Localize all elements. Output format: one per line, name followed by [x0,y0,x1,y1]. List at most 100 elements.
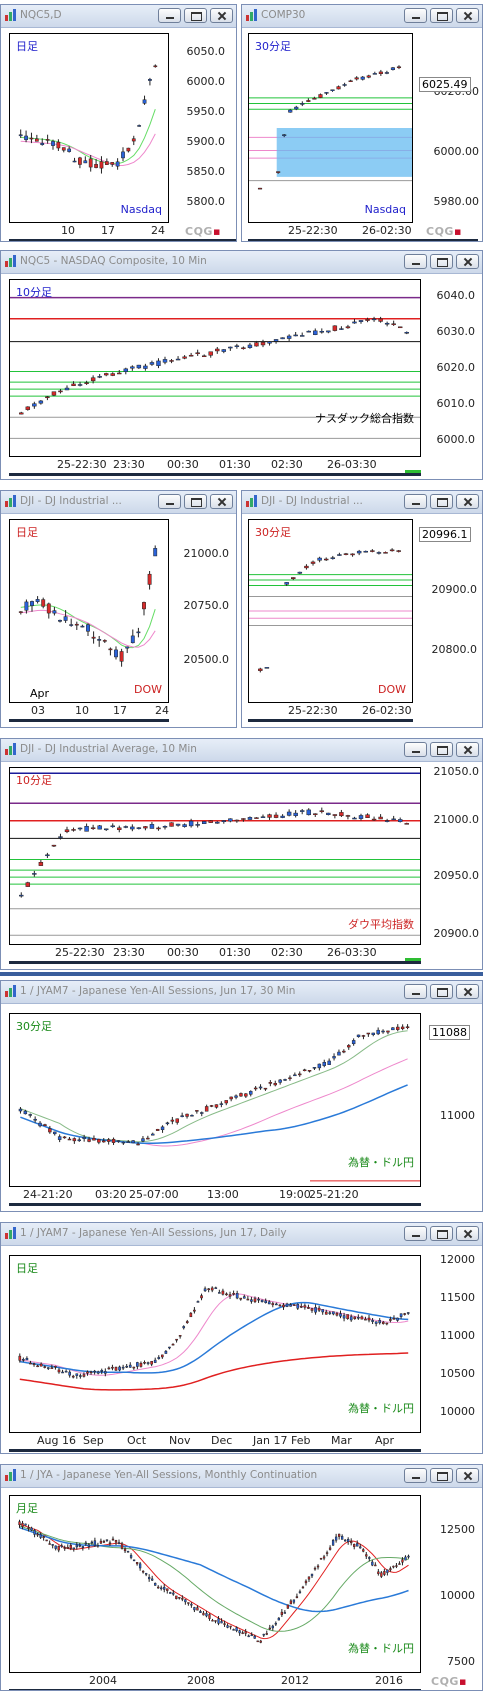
candle-body [407,1555,410,1558]
maximize-button[interactable] [184,494,207,509]
minimize-button[interactable] [404,8,427,23]
candle-body [349,1316,353,1321]
candle-body [378,318,383,322]
chart-plot[interactable]: 日足 Nasdaq [9,33,169,223]
window-jya-monthly[interactable]: 1 / JYA - Japanese Yen-All Sessions, Mon… [0,1464,483,1691]
candle-body [342,1050,346,1053]
candle-body [141,1138,145,1142]
candle-body [148,1577,151,1580]
candle-body [398,1563,401,1565]
window-dji-daily[interactable]: DJI - DJ Industrial ... 日足 DOW Apr 21000… [0,490,237,728]
chart-plot[interactable]: 10分足 ナスダック総合指数 [9,279,421,457]
title-bar[interactable]: DJI - DJ Industrial Average, 10 Min [1,739,482,762]
price-tick: 21000.0 [183,547,230,560]
moving-average-line [20,109,156,165]
price-tick: 20800.0 [431,643,478,656]
close-button[interactable] [456,742,479,757]
candle-body [58,619,62,622]
chart-plot[interactable]: 日足 DOW Apr [9,519,169,703]
candle-body [64,1370,68,1373]
maximize-button[interactable] [430,8,453,23]
close-button[interactable] [456,1226,479,1241]
title-bar[interactable]: 1 / JYAM7 - Japanese Yen-All Sessions, J… [1,1223,482,1246]
maximize-button[interactable] [430,1226,453,1241]
candle-body [61,147,66,151]
window-dji-30min[interactable]: DJI - DJ Industrial ... 30分足 DOW 20900.0… [241,490,483,728]
candle-body [249,1091,253,1095]
window-jyam7-30min[interactable]: 1 / JYAM7 - Japanese Yen-All Sessions, J… [0,980,483,1212]
minimize-button[interactable] [404,254,427,269]
maximize-button[interactable] [430,984,453,999]
time-tick: 02:30 [271,946,303,959]
title-bar[interactable]: NQC5,D [1,5,236,28]
title-bar[interactable]: DJI - DJ Industrial ... [242,491,482,514]
minimize-button[interactable] [404,984,427,999]
title-bar[interactable]: 1 / JYA - Japanese Yen-All Sessions, Mon… [1,1465,482,1488]
chart-plot[interactable]: 30分足 為替・ドル円 [9,1013,421,1187]
candle-body [271,1625,274,1629]
chart-plot[interactable]: 日足 為替・ドル円 [9,1255,421,1433]
candle-body [131,1140,135,1144]
window-title: NQC5 - NASDAQ Composite, 10 Min [20,255,207,267]
candle-body [352,817,357,820]
price-tick: 5900.0 [186,135,226,148]
candle-body [396,1317,399,1321]
candle-body [58,390,63,393]
candle-body [342,1315,346,1319]
candle-body [99,1540,103,1544]
price-tick: 20750.0 [183,599,230,612]
window-title: COMP30 [261,9,306,21]
candle-body [34,138,39,142]
minimize-button[interactable] [158,494,181,509]
close-button[interactable] [456,984,479,999]
time-tick: Feb [291,1434,311,1447]
chart-plot[interactable]: 月足 為替・ドル円 [9,1495,421,1673]
minimize-button[interactable] [404,742,427,757]
candle-body [345,815,351,817]
chart-plot[interactable]: 30分足 Nasdaq [248,33,413,223]
minimize-button[interactable] [158,8,181,23]
chart-plot[interactable]: 30分足 DOW [248,519,413,703]
title-bar[interactable]: COMP30 [242,5,482,28]
close-button[interactable] [456,8,479,23]
time-tick: 23:30 [113,946,145,959]
window-comp30[interactable]: COMP30 30分足 Nasdaq 6020.00 6000.00 5980.… [241,4,483,242]
candle-body [239,1093,243,1097]
close-button[interactable] [456,494,479,509]
maximize-button[interactable] [430,742,453,757]
candle-body [84,825,89,832]
price-tick: 5950.0 [186,105,226,118]
maximize-button[interactable] [184,8,207,23]
price-tick: 20900.0 [433,927,480,940]
maximize-button[interactable] [430,494,453,509]
title-bar[interactable]: 1 / JYAM7 - Japanese Yen-All Sessions, J… [1,981,482,1004]
minimize-button[interactable] [404,1226,427,1241]
maximize-button[interactable] [430,1468,453,1483]
candle-body [386,1030,390,1033]
window-jyam7-daily[interactable]: 1 / JYAM7 - Japanese Yen-All Sessions, J… [0,1222,483,1454]
chart-plot[interactable]: 10分足 ダウ平均指数 [9,767,421,945]
title-bar[interactable]: DJI - DJ Industrial ... [1,491,236,514]
close-button[interactable] [456,1468,479,1483]
candle-body [110,825,115,828]
window-nqc5-daily[interactable]: NQC5,D 日足 Nasdaq 6050.0 6000.0 5950.0 59… [0,4,237,242]
maximize-button[interactable] [430,254,453,269]
candle-body [203,1288,207,1292]
title-bar[interactable]: NQC5 - NASDAQ Composite, 10 Min [1,251,482,274]
candle-body [126,1551,130,1553]
candle-body [39,1363,43,1367]
window-nqc5-10min[interactable]: NQC5 - NASDAQ Composite, 10 Min 10分足 ナスダ… [0,250,483,480]
candle-body [169,822,174,827]
minimize-button[interactable] [404,494,427,509]
chart-app-icon [5,255,16,267]
candle-body [18,134,23,137]
window-dji-10min[interactable]: DJI - DJ Industrial Average, 10 Min 10分足… [0,738,483,970]
close-button[interactable] [210,494,233,509]
candle-body [160,1587,163,1590]
candle-body [254,817,259,819]
candle-body [300,103,305,105]
close-button[interactable] [456,254,479,269]
minimize-button[interactable] [404,1468,427,1483]
close-button[interactable] [210,8,233,23]
candle-body [267,1301,271,1305]
